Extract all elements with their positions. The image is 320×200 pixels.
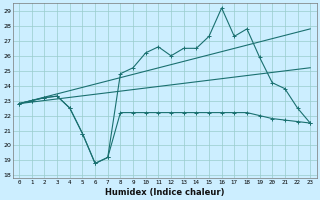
X-axis label: Humidex (Indice chaleur): Humidex (Indice chaleur) [105, 188, 224, 197]
